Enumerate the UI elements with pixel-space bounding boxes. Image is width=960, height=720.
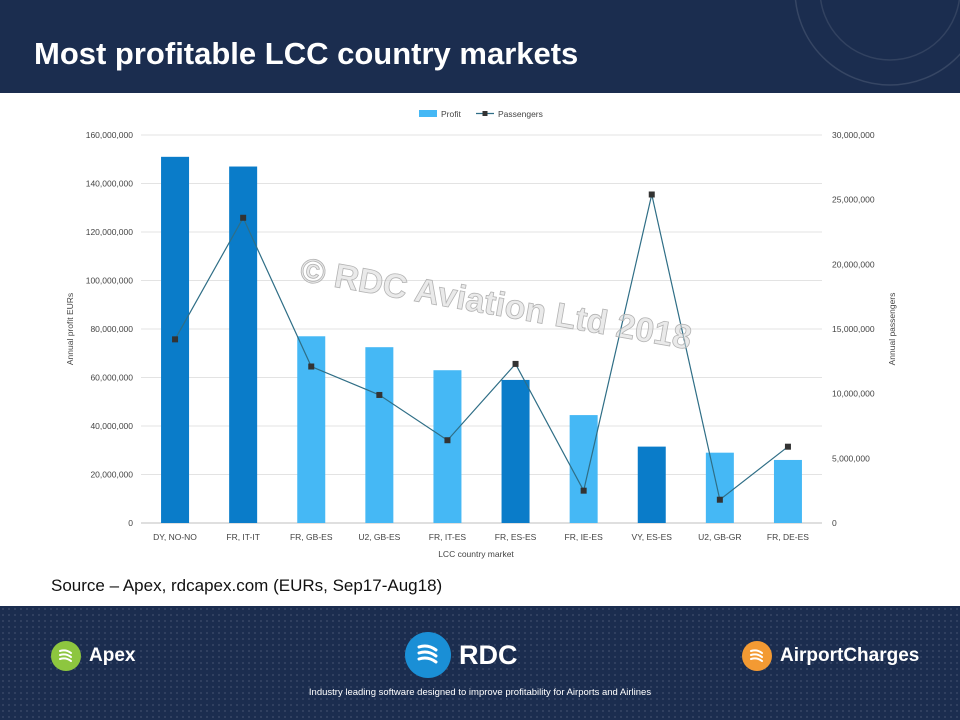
legend-profit-label: Profit [441, 109, 461, 119]
passengers-marker [512, 360, 519, 367]
y-tick-label: 40,000,000 [90, 421, 133, 431]
y2-tick-label: 5,000,000 [832, 453, 870, 463]
y-tick-label: 80,000,000 [90, 324, 133, 334]
airportcharges-logo: AirportCharges [742, 641, 919, 671]
profit-bar [501, 379, 530, 523]
passengers-marker [580, 487, 587, 494]
x-tick-label: FR, IT-IT [226, 532, 260, 542]
x-tick-label: FR, GB-ES [290, 532, 333, 542]
profit-bar [365, 347, 394, 523]
footer [0, 606, 960, 720]
x-axis-tick-labels: DY, NO-NO FR, IT-IT FR, GB-ES U2, GB-ES FR, … [153, 532, 809, 542]
y-tick-label: 120,000,000 [86, 227, 134, 237]
slide-title: Most profitable LCC country markets [34, 36, 579, 71]
decorative-circles [794, 0, 960, 86]
y-tick-label: 20,000,000 [90, 470, 133, 480]
apex-logo: Apex [51, 641, 135, 671]
y-tick-label: 140,000,000 [86, 179, 134, 189]
title-bar: Most profitable LCC country markets [0, 0, 960, 93]
y2-tick-label: 15,000,000 [832, 324, 875, 334]
x-tick-label: VY, ES-ES [632, 532, 673, 542]
passengers-marker [716, 496, 723, 503]
legend-passengers-label: Passengers [498, 109, 543, 119]
passengers-marker [444, 437, 451, 444]
rdc-logo: RDC [405, 632, 518, 678]
footer-tagline: Industry leading software designed to im… [308, 687, 652, 698]
x-tick-label: FR, DE-ES [767, 532, 809, 542]
y2-axis-title: Annual passengers [887, 293, 897, 366]
legend: Profit Passengers [419, 109, 543, 119]
passengers-line [172, 191, 791, 503]
x-axis-title: LCC country market [438, 549, 514, 559]
profit-bar [773, 459, 802, 523]
chart: 0 20,000,000 40,000,000 60,000,000 80,000,00… [0, 95, 960, 570]
passengers-marker [172, 336, 179, 343]
x-tick-label: DY, NO-NO [153, 532, 197, 542]
y2-tick-label: 20,000,000 [832, 259, 875, 269]
y-tick-label: 100,000,000 [86, 276, 134, 286]
y2-tick-label: 10,000,000 [832, 389, 875, 399]
airportcharges-icon [742, 641, 772, 671]
passengers-marker [308, 363, 315, 370]
rdc-label: RDC [459, 639, 518, 670]
passengers-marker [376, 391, 383, 398]
y2-tick-label: 25,000,000 [832, 195, 875, 205]
profit-bar [705, 452, 734, 523]
legend-profit-swatch [419, 110, 437, 117]
y-tick-label: 0 [128, 518, 133, 528]
passengers-marker [240, 214, 247, 221]
x-tick-label: U2, GB-GR [698, 532, 741, 542]
apex-icon [51, 641, 81, 671]
y-tick-label: 60,000,000 [90, 373, 133, 383]
x-tick-label: FR, ES-ES [495, 532, 537, 542]
profit-bar [637, 446, 666, 523]
profit-bar [569, 415, 598, 523]
profit-bar [229, 166, 258, 523]
source-note: Source – Apex, rdcapex.com (EURs, Sep17-… [51, 576, 443, 595]
right-axis-tick-labels: 0 5,000,000 10,000,000 15,000,000 20,000,000… [832, 130, 875, 528]
profit-bar [433, 370, 462, 523]
y2-tick-label: 0 [832, 518, 837, 528]
y-tick-label: 160,000,000 [86, 130, 134, 140]
profit-bars [161, 156, 802, 523]
x-tick-label: U2, GB-ES [358, 532, 400, 542]
airportcharges-label: AirportCharges [780, 645, 920, 666]
x-tick-label: FR, IE-ES [565, 532, 604, 542]
y2-tick-label: 30,000,000 [832, 130, 875, 140]
footer-pattern [0, 606, 960, 720]
passengers-marker [648, 191, 655, 198]
passengers-polyline [174, 194, 789, 501]
legend-passengers-marker [482, 111, 488, 116]
passengers-marker [784, 443, 791, 450]
y-axis-title: Annual profit EURs [65, 293, 75, 365]
apex-label: Apex [89, 645, 136, 666]
left-axis-tick-labels: 0 20,000,000 40,000,000 60,000,000 80,000,00… [86, 130, 134, 528]
x-tick-label: FR, IT-ES [429, 532, 467, 542]
rdc-icon [405, 632, 451, 678]
chart-svg: 0 20,000,000 40,000,000 60,000,000 80,000,00… [65, 109, 897, 559]
